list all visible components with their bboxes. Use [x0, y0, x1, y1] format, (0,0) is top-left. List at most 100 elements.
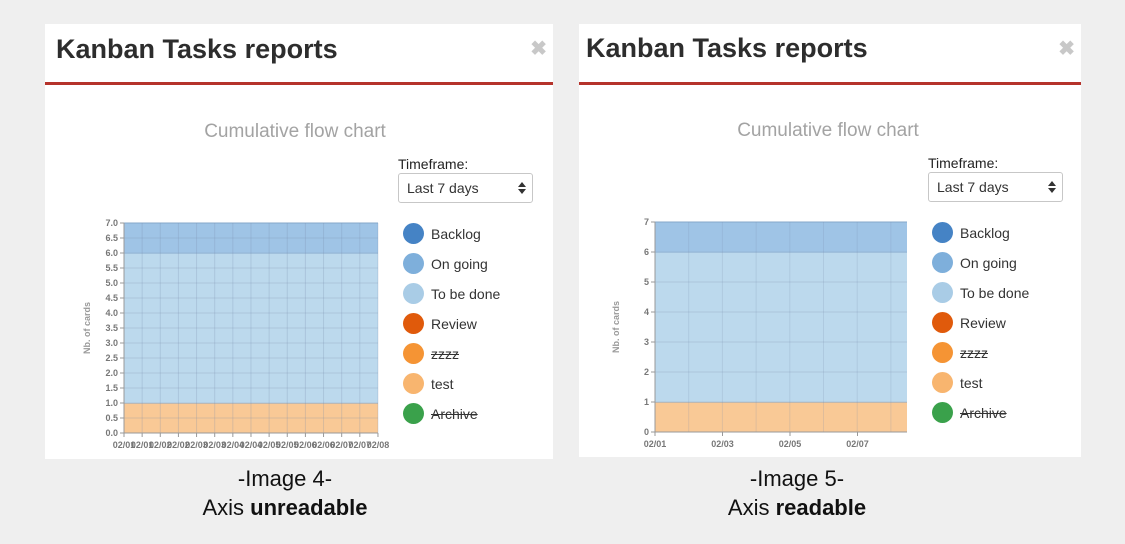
legend-color-dot [403, 283, 424, 304]
caption-prefix: Axis [727, 495, 776, 520]
x-tick-label: 02/05 [779, 439, 802, 449]
y-tick-label: 6.5 [105, 233, 118, 243]
caption-subtitle: Axis readable [642, 493, 952, 522]
legend-label: zzzz [431, 346, 459, 362]
x-tick-label: 02/01 [113, 440, 136, 450]
legend-label: Archive [960, 405, 1007, 421]
x-tick-label: 02/01 [644, 439, 667, 449]
y-tick-label: 5.0 [105, 278, 118, 288]
y-tick-label: 0.5 [105, 413, 118, 423]
y-tick-label: 3 [644, 337, 649, 347]
x-tick-label: 02/07 [330, 440, 353, 450]
timeframe-select-value: Last 7 days [407, 180, 479, 196]
legend-label: To be done [960, 285, 1030, 301]
legend-color-dot [932, 372, 953, 393]
legend-color-dot [403, 343, 424, 364]
x-tick-label: 02/07 [846, 439, 869, 449]
area-to-be-done [655, 252, 907, 402]
timeframe-label: Timeframe: [398, 156, 469, 172]
legend-label: test [431, 376, 454, 392]
legend-label: test [960, 375, 983, 391]
x-tick-label: 02/03 [711, 439, 734, 449]
legend-label: Backlog [431, 226, 481, 242]
x-tick-label: 02/03 [203, 440, 226, 450]
legend-color-dot [932, 222, 953, 243]
y-tick-label: 5 [644, 277, 649, 287]
y-tick-label: 1 [644, 397, 649, 407]
x-tick-label: 02/02 [149, 440, 172, 450]
caption-title: -Image 4- [237, 466, 333, 491]
y-tick-label: 5.5 [105, 263, 118, 273]
modal-title: Kanban Tasks reports [56, 34, 338, 64]
chart-title: Cumulative flow chart [204, 121, 386, 142]
y-tick-label: 3.0 [105, 338, 118, 348]
legend-label: To be done [431, 286, 501, 302]
modal-title: Kanban Tasks reports [586, 33, 868, 63]
y-tick-label: 4.0 [105, 308, 118, 318]
x-tick-label: 02/07 [349, 440, 372, 450]
area-to-be-done [124, 253, 378, 403]
timeframe-label: Timeframe: [928, 155, 999, 171]
caption-subtitle: Axis unreadable [130, 493, 440, 522]
cumulative-flow-chart: 0 1 2 3 4 5 6 7 02/01 02/03 02/05 02/07 Nb. of cards [611, 217, 907, 449]
legend-label: On going [960, 255, 1017, 271]
x-tick-label: 02/04 [222, 440, 245, 450]
report-panel-image-5: Kanban Tasks reports ✖ Cumulative flow c… [579, 24, 1081, 457]
y-tick-label: 6 [644, 247, 649, 257]
y-tick-label: 7.0 [105, 218, 118, 228]
area-on-going [655, 222, 907, 252]
modal-header: Kanban Tasks reports ✖ [579, 24, 1081, 85]
legend-color-dot [403, 223, 424, 244]
timeframe-select[interactable]: Last 7 days [928, 172, 1063, 202]
legend-color-dot [932, 312, 953, 333]
legend-label: Backlog [960, 225, 1010, 241]
legend-color-dot [403, 403, 424, 424]
caption-emphasis: readable [775, 495, 867, 520]
modal-header: Kanban Tasks reports ✖ [45, 24, 553, 85]
y-tick-label: 7 [644, 217, 649, 227]
close-icon[interactable]: ✖ [1058, 38, 1075, 60]
chart-title: Cumulative flow chart [737, 120, 919, 141]
x-tick-label: 02/05 [258, 440, 281, 450]
x-tick-label: 02/06 [312, 440, 335, 450]
y-tick-label: 1.5 [105, 383, 118, 393]
x-tick-label: 02/08 [367, 440, 390, 450]
y-axis-label: Nb. of cards [611, 301, 621, 353]
y-tick-label: 2 [644, 367, 649, 377]
legend-color-dot [932, 402, 953, 423]
y-tick-label: 2.5 [105, 353, 118, 363]
legend-label: Archive [431, 406, 478, 422]
timeframe-select[interactable]: Last 7 days [398, 173, 533, 203]
caption-title: -Image 5- [749, 466, 845, 491]
y-axis-label: Nb. of cards [82, 302, 92, 354]
y-tick-label: 6.0 [105, 248, 118, 258]
caption-prefix: Axis [202, 495, 251, 520]
select-arrows-icon [518, 182, 526, 194]
legend-color-dot [932, 252, 953, 273]
caption-image-5: -Image 5- Axis readable [642, 464, 952, 522]
y-tick-label: 2.0 [105, 368, 118, 378]
y-tick-label: 4 [644, 307, 649, 317]
select-arrows-icon [1048, 181, 1056, 193]
legend-label: zzzz [960, 345, 988, 361]
x-tick-label: 02/01 [131, 440, 154, 450]
area-on-going [124, 223, 378, 253]
area-test [124, 403, 378, 433]
legend-label: Review [960, 315, 1006, 331]
x-tick-label: 02/04 [240, 440, 263, 450]
y-tick-label: 1.0 [105, 398, 118, 408]
x-tick-label: 02/02 [167, 440, 190, 450]
x-tick-label: 02/06 [294, 440, 317, 450]
legend-color-dot [403, 313, 424, 334]
y-tick-label: 4.5 [105, 293, 118, 303]
legend-color-dot [403, 253, 424, 274]
legend-color-dot [932, 342, 953, 363]
x-tick-label: 02/03 [185, 440, 208, 450]
cumulative-flow-chart: 0.0 0.5 1.0 1.5 2.0 2.5 3.0 3.5 4.0 4.5 5.0 5.5 6.0 6… [82, 218, 390, 450]
y-tick-label: 3.5 [105, 323, 118, 333]
close-icon[interactable]: ✖ [530, 38, 547, 60]
legend-label: Review [431, 316, 477, 332]
caption-emphasis: unreadable [250, 495, 368, 520]
y-tick-label: 0 [644, 427, 649, 437]
report-panel-image-4: Kanban Tasks reports ✖ Cumulative flow c… [45, 24, 553, 459]
